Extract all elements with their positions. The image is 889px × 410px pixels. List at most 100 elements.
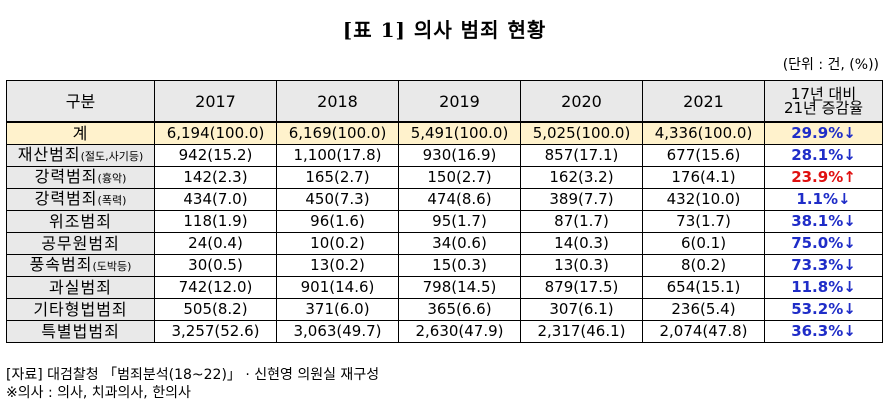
row-category-detail: (폭력) [97,193,127,207]
row-category: 계 [6,121,155,145]
cell-value: 165(2.7) [276,165,399,189]
table-row: 풍속범죄(도박등) 30(0.5) 13(0.2) 15(0.3) 13(0.3) 8(0… [6,253,883,277]
cell-value: 654(15.1) [642,275,765,299]
cell-value: 857(17.1) [520,143,643,167]
cell-value: 118(1.9) [154,209,277,233]
header-year: 2019 [398,80,521,123]
row-category-label: 강력범죄 [34,166,98,186]
cell-value: 5,025(100.0) [520,121,643,145]
cell-value: 879(17.5) [520,275,643,299]
cell-value: 901(14.6) [276,275,399,299]
cell-value: 6,169(100.0) [276,121,399,145]
table-row: 강력범죄(폭력) 434(7.0) 450(7.3) 474(8.6) 389(7.7)… [6,187,883,211]
cell-change-rate: 1.1%↓ [764,187,883,211]
cell-value: 1,100(17.8) [276,143,399,167]
cell-change-rate: 36.3%↓ [764,319,883,343]
cell-change-rate: 23.9%↑ [764,165,883,189]
cell-value: 365(6.6) [398,297,521,321]
row-category-label: 공무원범죄 [41,233,120,253]
row-category-detail: (도박등) [92,259,132,273]
notes: [자료] 대검찰청 「범죄분석(18~22)」 · 신현영 의원실 재구성 ※의… [6,366,379,402]
cell-value: 798(14.5) [398,275,521,299]
cell-value: 6(0.1) [642,231,765,255]
row-category-label: 재산범죄 [17,144,81,164]
cell-value: 505(8.2) [154,297,277,321]
cell-value: 742(12.0) [154,275,277,299]
header-year: 2018 [276,80,399,123]
cell-value: 5,491(100.0) [398,121,521,145]
header-year: 2020 [520,80,643,123]
row-category-label: 특별법범죄 [41,321,120,341]
row-category: 과실범죄 [6,275,155,299]
table-row: 기타형법범죄 505(8.2) 371(6.0) 365(6.6) 307(6.1) 23… [6,297,883,321]
table-row-total: 계 6,194(100.0) 6,169(100.0) 5,491(100.0) 5,0… [6,121,883,145]
cell-value: 15(0.3) [398,253,521,277]
table-header-row: 구분 2017 2018 2019 2020 2021 17년 대비 21년 증… [6,80,883,123]
row-category: 공무원범죄 [6,231,155,255]
cell-value: 14(0.3) [520,231,643,255]
cell-value: 87(1.7) [520,209,643,233]
cell-value: 474(8.6) [398,187,521,211]
row-category: 풍속범죄(도박등) [6,253,155,277]
cell-value: 176(4.1) [642,165,765,189]
row-category: 위조범죄 [6,209,155,233]
row-category-label: 풍속범죄 [29,254,93,274]
cell-value: 96(1.6) [276,209,399,233]
row-category: 기타형법범죄 [6,297,155,321]
cell-value: 4,336(100.0) [642,121,765,145]
crime-stats-table: 구분 2017 2018 2019 2020 2021 17년 대비 21년 증… [6,80,883,343]
row-category-label: 과실범죄 [49,277,112,297]
row-category: 특별법범죄 [6,319,155,343]
unit-note: (단위 : 건, (%)) [782,57,879,73]
cell-change-rate: 28.1%↓ [764,143,883,167]
cell-change-rate: 75.0%↓ [764,231,883,255]
cell-value: 677(15.6) [642,143,765,167]
table-row: 과실범죄 742(12.0) 901(14.6) 798(14.5) 879(17.5)… [6,275,883,299]
header-year: 2017 [154,80,277,123]
cell-value: 432(10.0) [642,187,765,211]
table-row: 강력범죄(흉악) 142(2.3) 165(2.7) 150(2.7) 162(3.2)… [6,165,883,189]
cell-value: 2,317(46.1) [520,319,643,343]
table-row: 위조범죄 118(1.9) 96(1.6) 95(1.7) 87(1.7) 73(1.7)… [6,209,883,233]
cell-value: 2,074(47.8) [642,319,765,343]
header-change-line2: 21년 증감율 [783,99,864,117]
row-category-label: 계 [72,123,89,143]
cell-change-rate: 11.8%↓ [764,275,883,299]
cell-value: 930(16.9) [398,143,521,167]
cell-value: 307(6.1) [520,297,643,321]
table-row: 재산범죄(절도,사기등) 942(15.2) 1,100(17.8) 930(16.9… [6,143,883,167]
cell-value: 73(1.7) [642,209,765,233]
cell-value: 3,063(49.7) [276,319,399,343]
cell-value: 2,630(47.9) [398,319,521,343]
cell-change-rate: 29.9%↓ [764,121,883,145]
footnote: ※의사 : 의사, 치과의사, 한의사 [6,385,191,401]
row-category-detail: (절도,사기등) [80,149,144,163]
cell-value: 236(5.4) [642,297,765,321]
cell-value: 434(7.0) [154,187,277,211]
row-category-label: 강력범죄 [34,188,98,208]
cell-change-rate: 73.3%↓ [764,253,883,277]
cell-value: 6,194(100.0) [154,121,277,145]
cell-value: 34(0.6) [398,231,521,255]
row-category: 강력범죄(폭력) [6,187,155,211]
table-title: [표 1] 의사 범죄 현황 [342,18,547,42]
cell-value: 162(3.2) [520,165,643,189]
table-row: 공무원범죄 24(0.4) 10(0.2) 34(0.6) 14(0.3) 6(0.1) 7… [6,231,883,255]
source-note: [자료] 대검찰청 「범죄분석(18~22)」 · 신현영 의원실 재구성 [6,367,380,383]
cell-value: 450(7.3) [276,187,399,211]
header-year: 2021 [642,80,765,123]
cell-value: 3,257(52.6) [154,319,277,343]
row-category-label: 위조범죄 [49,211,112,231]
cell-value: 13(0.2) [276,253,399,277]
header-change-line1: 17년 대비 [790,85,857,103]
cell-value: 13(0.3) [520,253,643,277]
header-change-rate: 17년 대비 21년 증감율 [764,80,883,123]
cell-value: 8(0.2) [642,253,765,277]
cell-value: 24(0.4) [154,231,277,255]
row-category-label: 기타형법범죄 [33,299,128,319]
row-category-detail: (흉악) [97,171,127,185]
cell-value: 389(7.7) [520,187,643,211]
header-category: 구분 [6,80,155,123]
cell-value: 30(0.5) [154,253,277,277]
cell-value: 142(2.3) [154,165,277,189]
